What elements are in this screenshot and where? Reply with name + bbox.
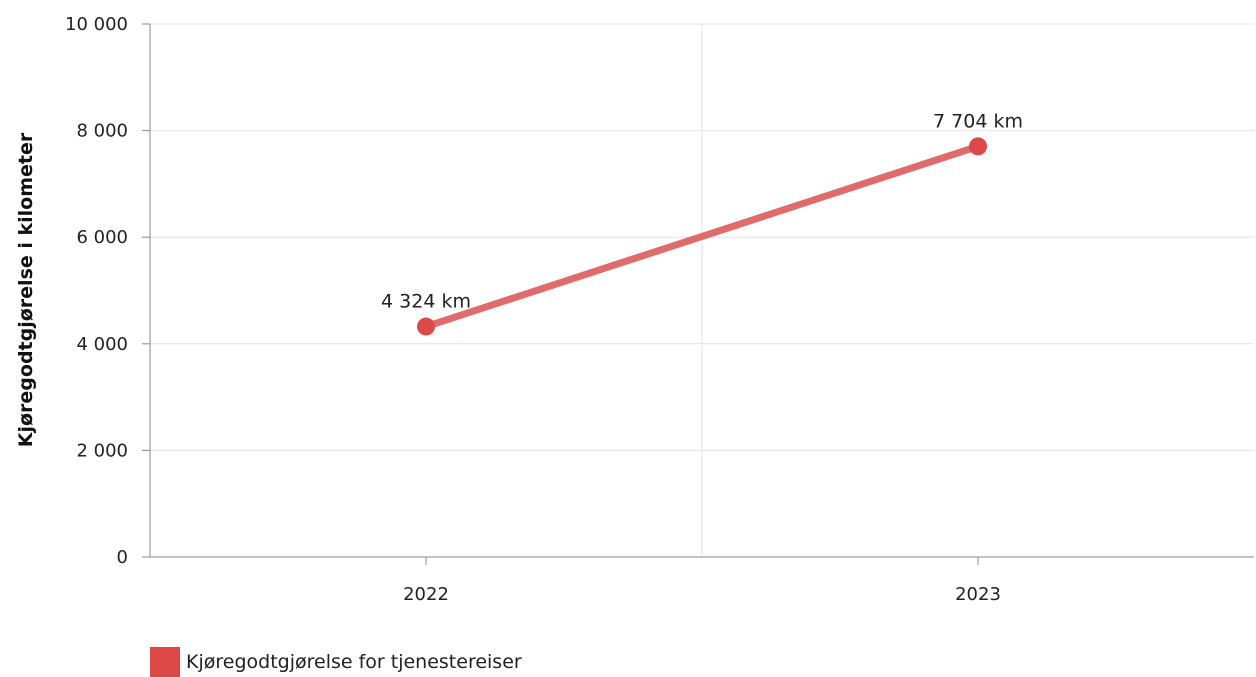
y-tick-label: 4 000	[76, 334, 128, 355]
tick-labels: 0 2 000 4 000 6 000 8 000 10 000 2022 2023	[65, 14, 1001, 605]
y-tick-label: 0	[117, 547, 128, 568]
series: 4 324 km 7 704 km	[381, 110, 1023, 336]
y-tick-label: 8 000	[76, 121, 128, 142]
series-line	[422, 142, 982, 331]
legend-swatch	[150, 647, 180, 677]
y-tick-label: 10 000	[65, 14, 128, 35]
legend[interactable]: Kjøregodtgjørelse for tjenestereiser	[150, 647, 522, 677]
y-axis-label: Kjøregodtgjørelse i kilometer	[15, 132, 37, 447]
x-tick-label: 2022	[403, 584, 449, 605]
y-tick-label: 6 000	[76, 227, 128, 248]
gridlines	[150, 23, 1254, 557]
data-point	[417, 317, 435, 336]
data-point	[969, 137, 987, 156]
data-label: 4 324 km	[381, 291, 471, 313]
data-label: 7 704 km	[933, 110, 1023, 132]
legend-label: Kjøregodtgjørelse for tjenestereiser	[186, 651, 522, 673]
y-tick-label: 2 000	[76, 440, 128, 461]
axes	[142, 23, 1254, 565]
x-tick-label: 2023	[955, 584, 1001, 605]
